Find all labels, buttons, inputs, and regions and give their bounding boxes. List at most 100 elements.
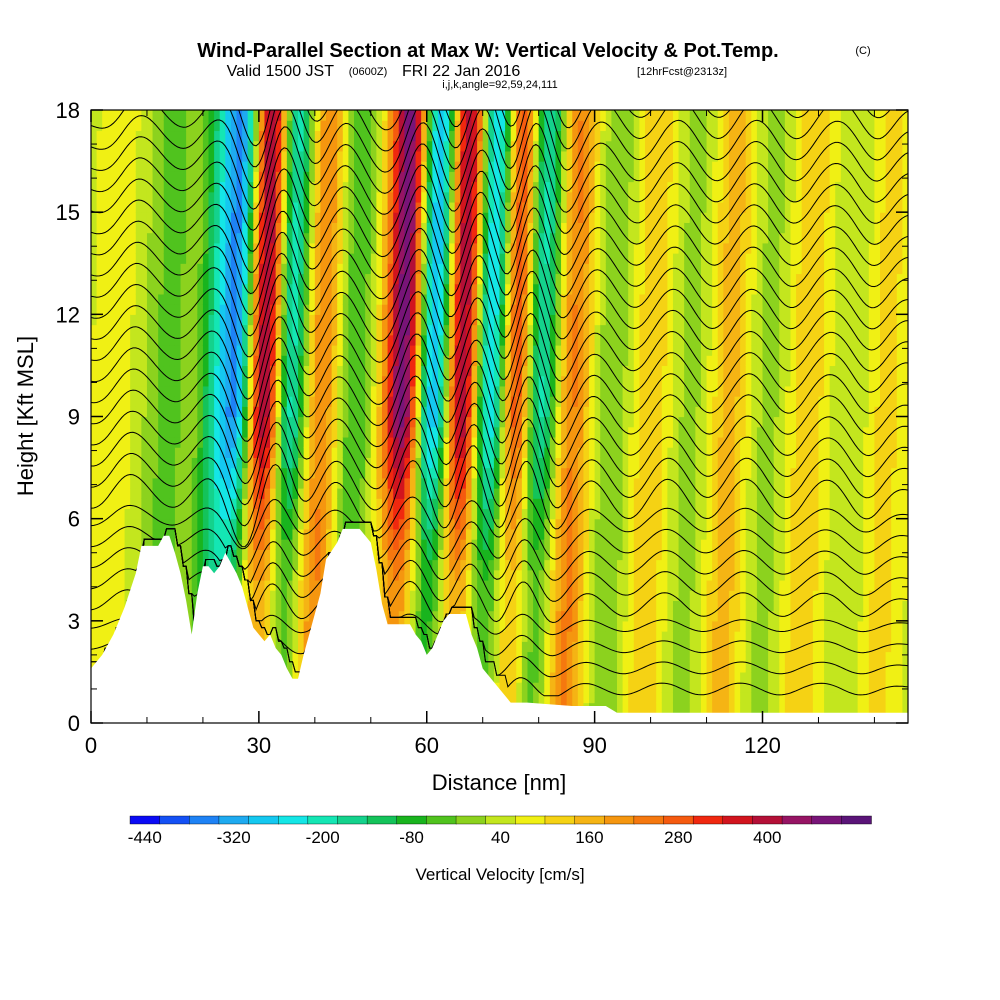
velocity-cell — [527, 671, 534, 683]
velocity-cell — [527, 273, 534, 285]
velocity-cell — [499, 600, 506, 612]
velocity-cell — [359, 457, 366, 469]
velocity-cell — [135, 232, 142, 244]
velocity-cell — [270, 375, 277, 387]
velocity-cell — [197, 518, 204, 530]
velocity-cell — [465, 212, 473, 223]
velocity-cell — [309, 539, 316, 550]
velocity-cell — [527, 171, 534, 183]
velocity-cell — [354, 406, 361, 418]
velocity-cell — [398, 191, 405, 203]
velocity-cell — [555, 610, 562, 622]
velocity-cell — [527, 232, 534, 244]
velocity-cell — [477, 253, 484, 264]
velocity-cell — [314, 191, 322, 203]
velocity-cell — [409, 344, 417, 356]
velocity-cell — [393, 344, 400, 356]
velocity-cell — [510, 416, 517, 428]
velocity-cell — [488, 283, 495, 295]
velocity-cell — [124, 416, 131, 428]
velocity-cell — [180, 447, 187, 458]
velocity-cell — [141, 385, 148, 397]
velocity-cell — [533, 467, 540, 479]
velocity-cell — [342, 436, 350, 448]
velocity-cell — [247, 263, 254, 275]
velocity-cell — [426, 457, 433, 469]
velocity-cell — [214, 467, 221, 479]
velocity-cell — [214, 324, 221, 336]
velocity-cell — [230, 201, 238, 213]
velocity-cell — [482, 263, 489, 275]
velocity-cell — [191, 324, 198, 336]
velocity-cell — [421, 344, 428, 356]
velocity-cell — [443, 110, 450, 121]
velocity-cell — [477, 365, 484, 377]
velocity-cell — [320, 457, 327, 469]
velocity-cell — [404, 232, 411, 244]
velocity-cell — [527, 304, 534, 315]
velocity-cell — [387, 477, 394, 489]
velocity-cell — [437, 488, 445, 499]
velocity-cell — [225, 130, 232, 142]
velocity-cell — [538, 477, 545, 489]
velocity-cell — [488, 201, 495, 213]
velocity-cell — [359, 314, 366, 326]
velocity-cell — [544, 314, 551, 326]
velocity-cell — [264, 314, 271, 326]
velocity-cell — [454, 539, 461, 550]
velocity-cell — [102, 569, 109, 581]
velocity-cell — [505, 692, 512, 704]
velocity-cell — [174, 324, 182, 336]
velocity-cell — [298, 222, 305, 234]
velocity-cell — [370, 498, 377, 510]
velocity-cell — [365, 365, 372, 377]
velocity-cell — [191, 283, 198, 295]
velocity-cell — [370, 416, 377, 428]
velocity-cell — [253, 171, 260, 183]
velocity-cell — [354, 467, 361, 479]
velocity-cell — [124, 569, 131, 581]
velocity-cell — [163, 498, 170, 510]
velocity-cell — [510, 426, 517, 438]
velocity-cell — [342, 447, 350, 458]
velocity-cell — [454, 365, 461, 377]
velocity-cell — [202, 222, 210, 234]
velocity-cell — [118, 150, 126, 162]
velocity-cell — [477, 242, 484, 254]
velocity-cell — [236, 140, 243, 152]
velocity-cell — [493, 457, 501, 469]
velocity-cell — [208, 130, 215, 142]
velocity-cell — [348, 498, 355, 510]
velocity-cell — [141, 324, 148, 336]
velocity-cell — [91, 171, 98, 183]
velocity-cell — [264, 447, 271, 458]
velocity-cell — [135, 181, 142, 193]
velocity-cell — [202, 539, 210, 550]
velocity-cell — [342, 150, 350, 162]
velocity-cell — [493, 344, 501, 356]
velocity-cell — [449, 579, 456, 591]
velocity-cell — [118, 406, 126, 418]
velocity-cell — [113, 181, 120, 193]
velocity-cell — [214, 161, 221, 172]
velocity-cell — [544, 467, 551, 479]
velocity-cell — [230, 242, 238, 254]
velocity-cell — [443, 181, 450, 193]
velocity-cell — [102, 528, 109, 540]
velocity-cell — [236, 191, 243, 203]
velocity-cell — [191, 171, 198, 183]
velocity-cell — [152, 110, 159, 121]
velocity-cell — [113, 150, 120, 162]
velocity-cell — [527, 457, 534, 469]
velocity-cell — [292, 447, 299, 458]
velocity-cell — [253, 293, 260, 305]
velocity-cell — [499, 477, 506, 489]
velocity-cell — [135, 293, 142, 305]
velocity-cell — [314, 304, 322, 315]
velocity-cell — [275, 385, 282, 397]
velocity-cell — [437, 253, 445, 264]
velocity-cell — [359, 396, 366, 407]
velocity-cell — [253, 488, 260, 499]
velocity-cell — [96, 385, 103, 397]
velocity-cell — [309, 488, 316, 499]
